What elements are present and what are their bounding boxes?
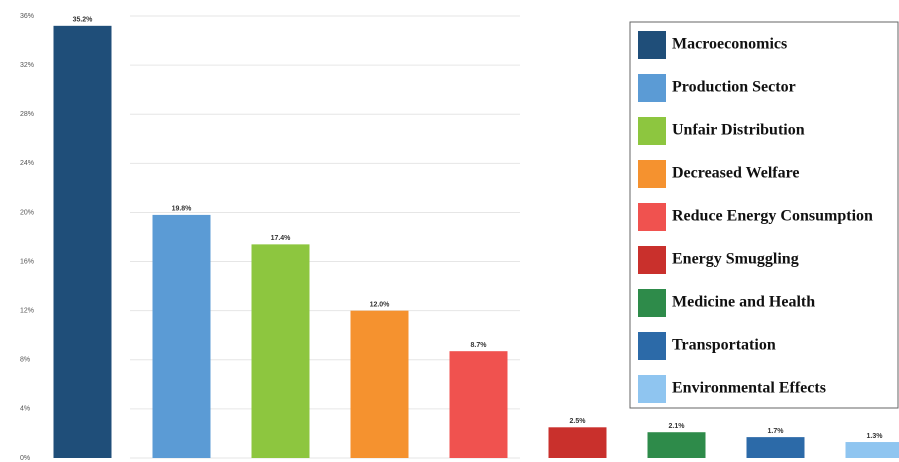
legend-label: Energy Smuggling <box>672 251 799 268</box>
legend-swatch <box>638 74 666 102</box>
y-tick-label: 24% <box>20 160 34 167</box>
bar <box>648 432 706 458</box>
legend-swatch <box>638 289 666 317</box>
legend-label: Environmental Effects <box>672 380 826 397</box>
y-tick-label: 28% <box>20 111 34 118</box>
y-tick-label: 8% <box>20 357 30 364</box>
value-label: 17.4% <box>271 235 292 242</box>
legend-label: Decreased Welfare <box>672 165 800 182</box>
legend-label: Medicine and Health <box>672 294 815 311</box>
y-tick-label: 16% <box>20 258 34 265</box>
legend-swatch <box>638 31 666 59</box>
y-tick-label: 20% <box>20 209 34 216</box>
legend-swatch <box>638 375 666 403</box>
value-label: 35.2% <box>73 17 94 24</box>
value-label: 8.7% <box>471 342 488 349</box>
legend-swatch <box>638 246 666 274</box>
bar <box>747 437 805 458</box>
legend-label: Transportation <box>672 337 776 354</box>
y-tick-label: 4% <box>20 406 30 413</box>
legend-label: Unfair Distribution <box>672 122 805 139</box>
legend-swatch <box>638 332 666 360</box>
bar <box>450 351 508 458</box>
chart: 0% 4% 8% 12% 16% 20% 24% 28% 32% 36% 35.2% 19.8% 17.… <box>0 0 899 462</box>
value-label: 2.1% <box>669 423 686 430</box>
legend-label: Production Sector <box>672 79 796 96</box>
value-label: 1.7% <box>768 428 785 435</box>
legend-swatch <box>638 203 666 231</box>
legend-label: Reduce Energy Consumption <box>672 208 873 225</box>
y-tick-label: 36% <box>20 13 34 20</box>
value-label: 12.0% <box>370 302 391 309</box>
bar <box>252 244 310 458</box>
bar <box>549 427 607 458</box>
bar <box>153 215 211 458</box>
y-tick-label: 12% <box>20 308 34 315</box>
legend-swatch <box>638 160 666 188</box>
bar <box>846 442 899 458</box>
value-label: 2.5% <box>570 418 587 425</box>
bar <box>54 26 112 458</box>
legend-label: Macroeconomics <box>672 36 787 53</box>
legend-swatch <box>638 117 666 145</box>
bar <box>351 311 409 458</box>
y-tick-label: 32% <box>20 62 34 69</box>
value-label: 19.8% <box>172 206 193 213</box>
value-label: 1.3% <box>867 433 884 440</box>
y-tick-label: 0% <box>20 455 30 462</box>
